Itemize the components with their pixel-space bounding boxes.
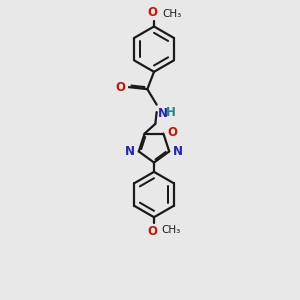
Text: N: N	[173, 145, 183, 158]
Text: N: N	[158, 107, 168, 120]
Text: O: O	[115, 80, 125, 94]
Text: N: N	[125, 145, 135, 158]
Text: O: O	[148, 6, 158, 19]
Text: CH₃: CH₃	[161, 225, 181, 235]
Text: CH₃: CH₃	[163, 9, 182, 19]
Text: O: O	[148, 225, 158, 238]
Text: O: O	[167, 126, 177, 139]
Text: H: H	[166, 106, 176, 119]
